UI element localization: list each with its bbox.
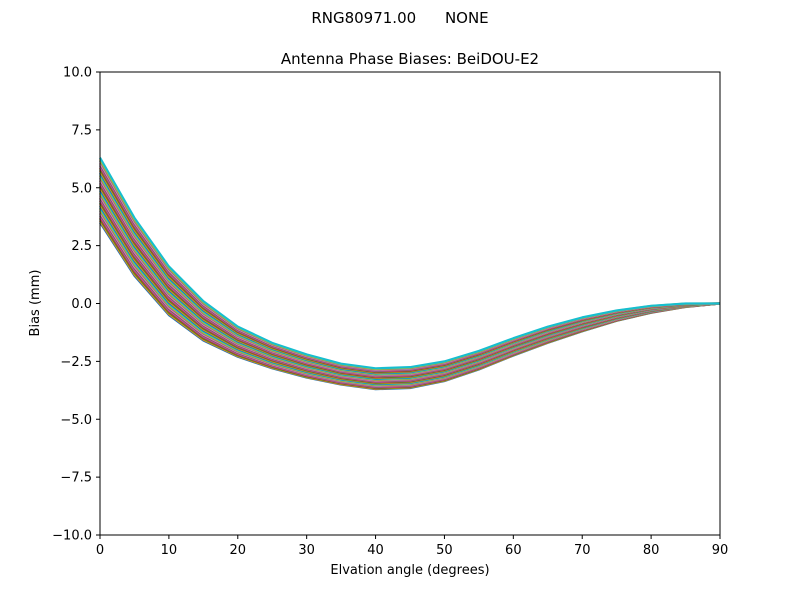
y-tick-label: 10.0 (63, 66, 92, 81)
series-line-37 (99, 162, 721, 372)
series-line-20 (99, 190, 721, 381)
series-line-25 (99, 182, 721, 378)
series-line-18 (99, 193, 721, 382)
series-line-34 (99, 167, 721, 373)
series-line-32 (99, 170, 721, 374)
series-line-31 (99, 172, 721, 375)
series-line-19 (99, 191, 721, 381)
y-tick-label: −7.5 (60, 471, 92, 486)
series-line-33 (99, 168, 721, 374)
x-tick-label: 60 (505, 543, 522, 558)
y-tick-label: −5.0 (60, 413, 92, 428)
antenna-id: RNG80971.00 (311, 9, 417, 27)
chart-title: Antenna Phase Biases: BeiDOU-E2 (281, 50, 539, 68)
y-tick-label: 2.5 (71, 239, 92, 254)
x-tick-label: 70 (574, 543, 591, 558)
axes-layer: 0 10 20 30 40 50 60 70 80 90 10.0 7.5 5.0 2.5 0.0 −2.5 −… (52, 66, 728, 559)
series-line-39 (99, 158, 721, 370)
x-tick-label: 0 (96, 543, 104, 558)
series-line-17 (99, 195, 721, 382)
series-line-36 (99, 163, 721, 372)
y-tick-label: 7.5 (71, 123, 92, 138)
y-tick-label: −10.0 (52, 529, 92, 544)
series-line-35 (99, 165, 721, 373)
x-tick-label: 80 (643, 543, 660, 558)
series-line-23 (99, 185, 721, 379)
figure-suptitle: RNG80971.00 NONE (0, 9, 800, 27)
y-axis-label: Bias (mm) (28, 270, 43, 337)
x-tick-label: 20 (230, 543, 247, 558)
radome-code: NONE (444, 9, 489, 27)
x-tick-label: 40 (367, 543, 384, 558)
series-line-40 (99, 157, 720, 370)
series-line-28 (99, 177, 721, 376)
x-tick-label: 30 (298, 543, 315, 558)
series-line-30 (99, 173, 721, 375)
x-tick-label: 50 (436, 543, 453, 558)
series-line-21 (99, 188, 721, 380)
series-line-29 (99, 175, 721, 376)
series-line-38 (99, 160, 721, 371)
series-line-22 (99, 187, 721, 380)
x-tick-label: 10 (161, 543, 178, 558)
series-layer (99, 157, 721, 391)
series-line-24 (99, 183, 721, 378)
x-axis-label: Elvation angle (degrees) (330, 563, 489, 578)
y-tick-label: 5.0 (71, 181, 92, 196)
y-tick-label: −2.5 (60, 355, 92, 370)
series-line-26 (99, 180, 721, 377)
series-line-27 (99, 178, 721, 377)
x-tick-label: 90 (712, 543, 729, 558)
y-tick-label: 0.0 (71, 297, 92, 312)
